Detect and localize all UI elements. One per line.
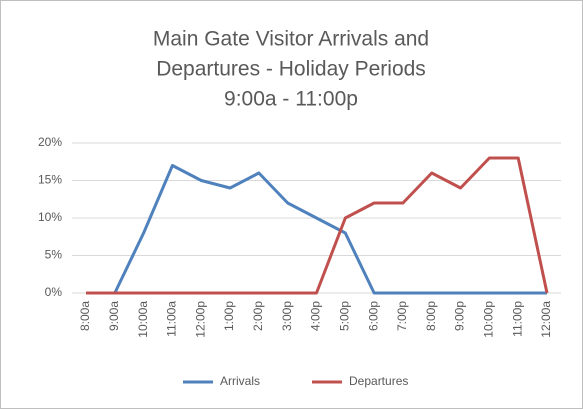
y-tick-label: 10%	[38, 210, 62, 224]
y-tick-label: 5%	[45, 248, 63, 262]
chart-title: Departures - Holiday Periods	[156, 58, 426, 81]
y-tick-label: 15%	[38, 173, 62, 187]
chart-title: Main Gate Visitor Arrivals and	[153, 28, 429, 51]
legend-label: Arrivals	[220, 374, 260, 388]
x-tick-label: 8:00p	[424, 301, 438, 331]
x-tick-label: 5:00p	[337, 301, 351, 331]
x-tick-label: 11:00a	[165, 301, 179, 337]
x-tick-label: 11:00p	[510, 301, 524, 337]
x-tick-label: 10:00a	[136, 301, 150, 338]
x-tick-label: 1:00p	[222, 301, 236, 331]
x-tick-label: 3:00p	[280, 301, 294, 331]
x-tick-label: 7:00p	[395, 301, 409, 331]
x-tick-label: 10:00p	[482, 301, 496, 338]
x-tick-label: 12:00a	[539, 301, 553, 338]
y-tick-label: 0%	[45, 285, 63, 299]
x-tick-label: 12:00p	[193, 301, 207, 338]
line-series	[86, 156, 549, 295]
y-tick-label: 20%	[38, 135, 62, 149]
x-tick-label: 9:00p	[453, 301, 467, 331]
x-tick-label: 6:00p	[366, 301, 380, 331]
x-tick-label: 4:00p	[309, 301, 323, 331]
x-tick-label: 9:00a	[107, 301, 121, 331]
legend-label: Departures	[349, 374, 408, 388]
chart-title: 9:00a - 11:00p	[224, 88, 358, 111]
line-series	[86, 164, 547, 295]
x-tick-label: 8:00a	[78, 301, 92, 331]
x-tick-label: 2:00p	[251, 301, 265, 331]
